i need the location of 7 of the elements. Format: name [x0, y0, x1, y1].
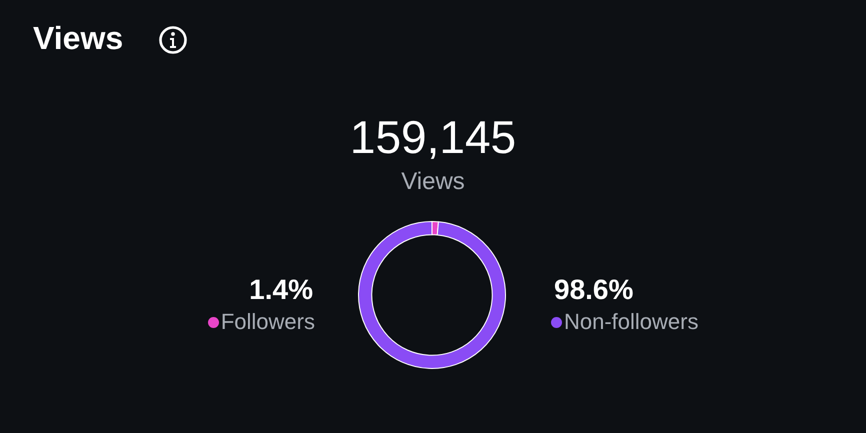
chart-title: Views [33, 20, 124, 57]
legend-label: Followers [220, 309, 315, 335]
legend-label: Non-followers [564, 309, 698, 335]
text: 159,145 [348, 110, 518, 164]
text: Views [400, 168, 466, 196]
data-label: 98.6% [554, 274, 634, 306]
data-label: 1.4% [249, 274, 313, 306]
